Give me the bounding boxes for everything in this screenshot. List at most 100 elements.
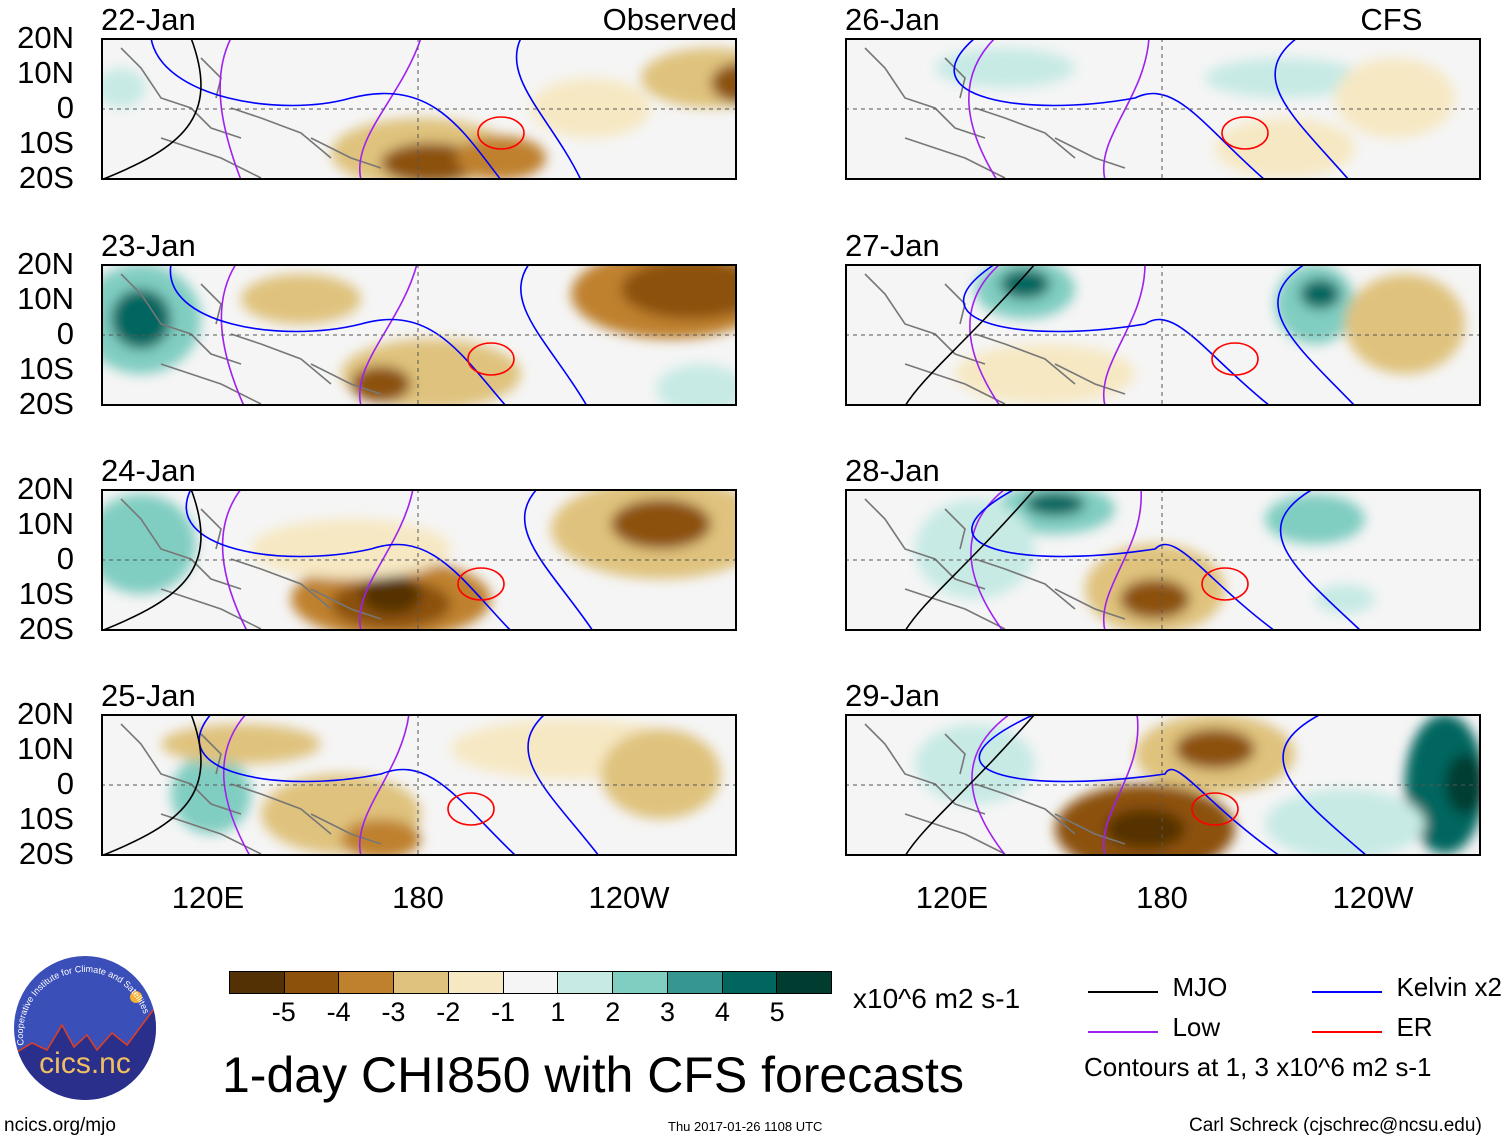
- chi-anomaly-area: [1000, 269, 1050, 299]
- panel-tag: Observed: [602, 2, 737, 37]
- lat-label: 0: [56, 541, 74, 576]
- chi-anomaly-area: [1300, 279, 1340, 309]
- legend-er: ER: [1312, 1012, 1433, 1043]
- colorbar-label: 4: [714, 997, 730, 1027]
- er-contour: [1191, 792, 1239, 826]
- coastline: [120, 723, 382, 855]
- colorbar-label: 5: [769, 997, 785, 1027]
- chi-anomaly-area: [251, 519, 451, 579]
- low-contour: [221, 489, 414, 631]
- panel-frame: [101, 38, 737, 180]
- lat-label: 10N: [17, 281, 74, 316]
- colorbar-swatch: [502, 972, 558, 993]
- er-contour: [447, 792, 495, 826]
- lat-label: 20S: [18, 611, 74, 646]
- chi-anomaly-area: [241, 274, 361, 324]
- panel-frame: [845, 714, 1481, 856]
- chi-anomaly-area: [601, 729, 721, 819]
- colorbar-swatch: [721, 972, 777, 993]
- er-contour: [1221, 116, 1269, 150]
- legend-mjo: MJO: [1088, 972, 1227, 1003]
- map-panel: [845, 489, 1481, 631]
- chi-anomaly-area: [1335, 58, 1455, 138]
- legend-low: Low: [1088, 1012, 1220, 1043]
- cics-logo: cics.nc Cooperative Institute for Climat…: [14, 956, 156, 1100]
- lat-label: 20N: [17, 696, 74, 731]
- website-link[interactable]: ncics.org/mjo: [4, 1115, 116, 1136]
- lat-label: 10S: [18, 576, 74, 611]
- mjo-contour: [904, 714, 1036, 856]
- chi-anomaly-area: [1105, 809, 1185, 849]
- chi-anomaly-area: [1345, 274, 1465, 374]
- colorbar-swatch: [612, 972, 667, 993]
- colorbar-swatch: [666, 972, 722, 993]
- colorbar-label: 1: [550, 997, 566, 1027]
- colorbar-swatch: [283, 972, 339, 993]
- chi-anomaly-area: [1025, 492, 1085, 516]
- lat-label: 10N: [17, 731, 74, 766]
- chi-anomaly-area: [641, 48, 737, 108]
- chi-anomaly-area: [161, 724, 321, 764]
- chi-anomaly-area: [1265, 494, 1365, 544]
- lon-label: 120E: [915, 880, 989, 915]
- lon-label: 180: [392, 880, 444, 915]
- panel-frame: [845, 38, 1481, 180]
- chi-anomaly-area: [915, 499, 1035, 599]
- chi-anomaly-area: [351, 366, 411, 402]
- chi-anomaly-area: [1175, 729, 1255, 769]
- panel-frame: [845, 489, 1481, 631]
- legend-line-er: [1312, 1030, 1382, 1033]
- lat-label: 20N: [17, 20, 74, 55]
- credit: Carl Schreck (cjschrec@ncsu.edu): [1189, 1115, 1482, 1136]
- panel-date: 26-Jan: [845, 2, 940, 37]
- panel-frame: [101, 489, 737, 631]
- panel-frame: [845, 264, 1481, 406]
- panel-date: 24-Jan: [101, 453, 196, 488]
- mjo-contour: [101, 489, 202, 631]
- lat-label: 10N: [17, 506, 74, 541]
- panel-date: 23-Jan: [101, 228, 196, 263]
- chi-anomaly-area: [1215, 118, 1355, 178]
- map-panel: [845, 264, 1481, 406]
- chi-anomaly-area: [711, 63, 737, 103]
- chi-anomaly-area: [101, 494, 196, 594]
- er-contour: [1201, 567, 1249, 601]
- chi-anomaly-area: [915, 724, 1035, 804]
- kelvin-contour: [169, 264, 588, 406]
- low-contour: [220, 264, 418, 406]
- low-contour: [969, 264, 1146, 406]
- chi-anomaly-area: [1265, 789, 1425, 856]
- colorbar-label: -2: [436, 997, 461, 1027]
- low-contour: [970, 489, 1142, 631]
- colorbar-swatch: [338, 972, 394, 993]
- coastline: [864, 723, 1126, 855]
- chi-anomaly-area: [1315, 584, 1375, 614]
- coastline: [864, 498, 1126, 630]
- coastline: [864, 273, 1126, 405]
- lat-label: 0: [56, 90, 74, 125]
- colorbar-label: -3: [381, 997, 406, 1027]
- chi-anomaly-area: [361, 574, 421, 614]
- map-panel: [101, 38, 737, 180]
- chi-anomaly-area: [531, 78, 651, 138]
- low-contour: [968, 38, 1150, 180]
- coastline: [120, 273, 382, 405]
- colorbar-units: x10^6 m2 s-1: [853, 983, 1021, 1014]
- panel-frame: [101, 264, 737, 406]
- map-panel: [101, 489, 737, 631]
- panel-date: 29-Jan: [845, 678, 940, 713]
- chi-anomaly-area: [611, 499, 711, 549]
- mjo-contour: [904, 489, 1036, 631]
- er-contour: [467, 342, 515, 376]
- chi-anomaly-area: [656, 364, 737, 406]
- kelvin-contour: [978, 714, 1368, 856]
- timestamp: Thu 2017-01-26 1108 UTC: [668, 1119, 823, 1134]
- kelvin-contour: [962, 264, 1356, 406]
- map-panel: [845, 38, 1481, 180]
- chi-anomaly-area: [621, 264, 737, 319]
- er-contour: [477, 116, 525, 150]
- kelvin-contour: [150, 38, 582, 180]
- lon-label: 180: [1136, 880, 1188, 915]
- map-panel: [101, 714, 737, 856]
- lat-label: 10S: [18, 125, 74, 160]
